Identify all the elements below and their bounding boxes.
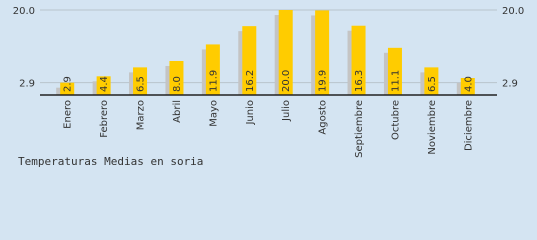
- value-label: 6.5: [427, 76, 438, 92]
- bar: [424, 67, 439, 95]
- x-tick-label: Mayo: [208, 100, 219, 127]
- x-tick-label: Junio: [245, 100, 256, 126]
- x-tick-label: Agosto: [318, 100, 329, 135]
- value-label: 16.2: [245, 70, 256, 92]
- bar: [96, 76, 111, 95]
- value-label: 11.1: [390, 70, 401, 92]
- x-tick-label: Abril: [172, 100, 183, 123]
- y-tick-label-right: 2.9: [502, 79, 518, 90]
- bar: [460, 78, 475, 95]
- value-label: 8.0: [172, 76, 183, 92]
- value-label: 19.9: [318, 70, 329, 92]
- x-tick-label: Diciembre: [463, 100, 474, 151]
- x-tick-label: Febrero: [99, 100, 110, 138]
- bar: [205, 44, 220, 95]
- value-label: 6.5: [136, 76, 147, 92]
- bar: [60, 82, 75, 95]
- y-tick-label-right: 20.0: [502, 6, 524, 17]
- bar: [133, 67, 148, 95]
- y-tick-label: 20.0: [13, 6, 35, 17]
- bar: [242, 26, 257, 95]
- value-label: 4.0: [463, 76, 474, 92]
- x-tick-label: Octubre: [390, 100, 401, 140]
- value-label: 16.3: [354, 70, 365, 92]
- value-label: 2.9: [63, 76, 74, 92]
- background: [0, 0, 537, 174]
- x-tick-label: Julio: [281, 100, 292, 122]
- x-tick-label: Marzo: [136, 100, 147, 130]
- y-tick-label: 2.9: [19, 79, 35, 90]
- chart: Temperaturas Medias en soria 2.9 2.9 20.0 2…: [0, 0, 537, 174]
- value-label: 11.9: [208, 70, 219, 92]
- bar: [169, 61, 184, 95]
- x-tick-label: Noviembre: [427, 100, 438, 155]
- x-tick-label: Enero: [63, 100, 74, 129]
- value-label: 20.0: [281, 70, 292, 92]
- x-tick-label: Septiembre: [354, 100, 365, 158]
- value-label: 4.4: [99, 76, 110, 92]
- bar: [278, 10, 293, 95]
- bar: [351, 25, 366, 96]
- chart-title: Temperaturas Medias en soria: [18, 155, 203, 168]
- bar: [387, 47, 402, 95]
- bar: [315, 10, 330, 95]
